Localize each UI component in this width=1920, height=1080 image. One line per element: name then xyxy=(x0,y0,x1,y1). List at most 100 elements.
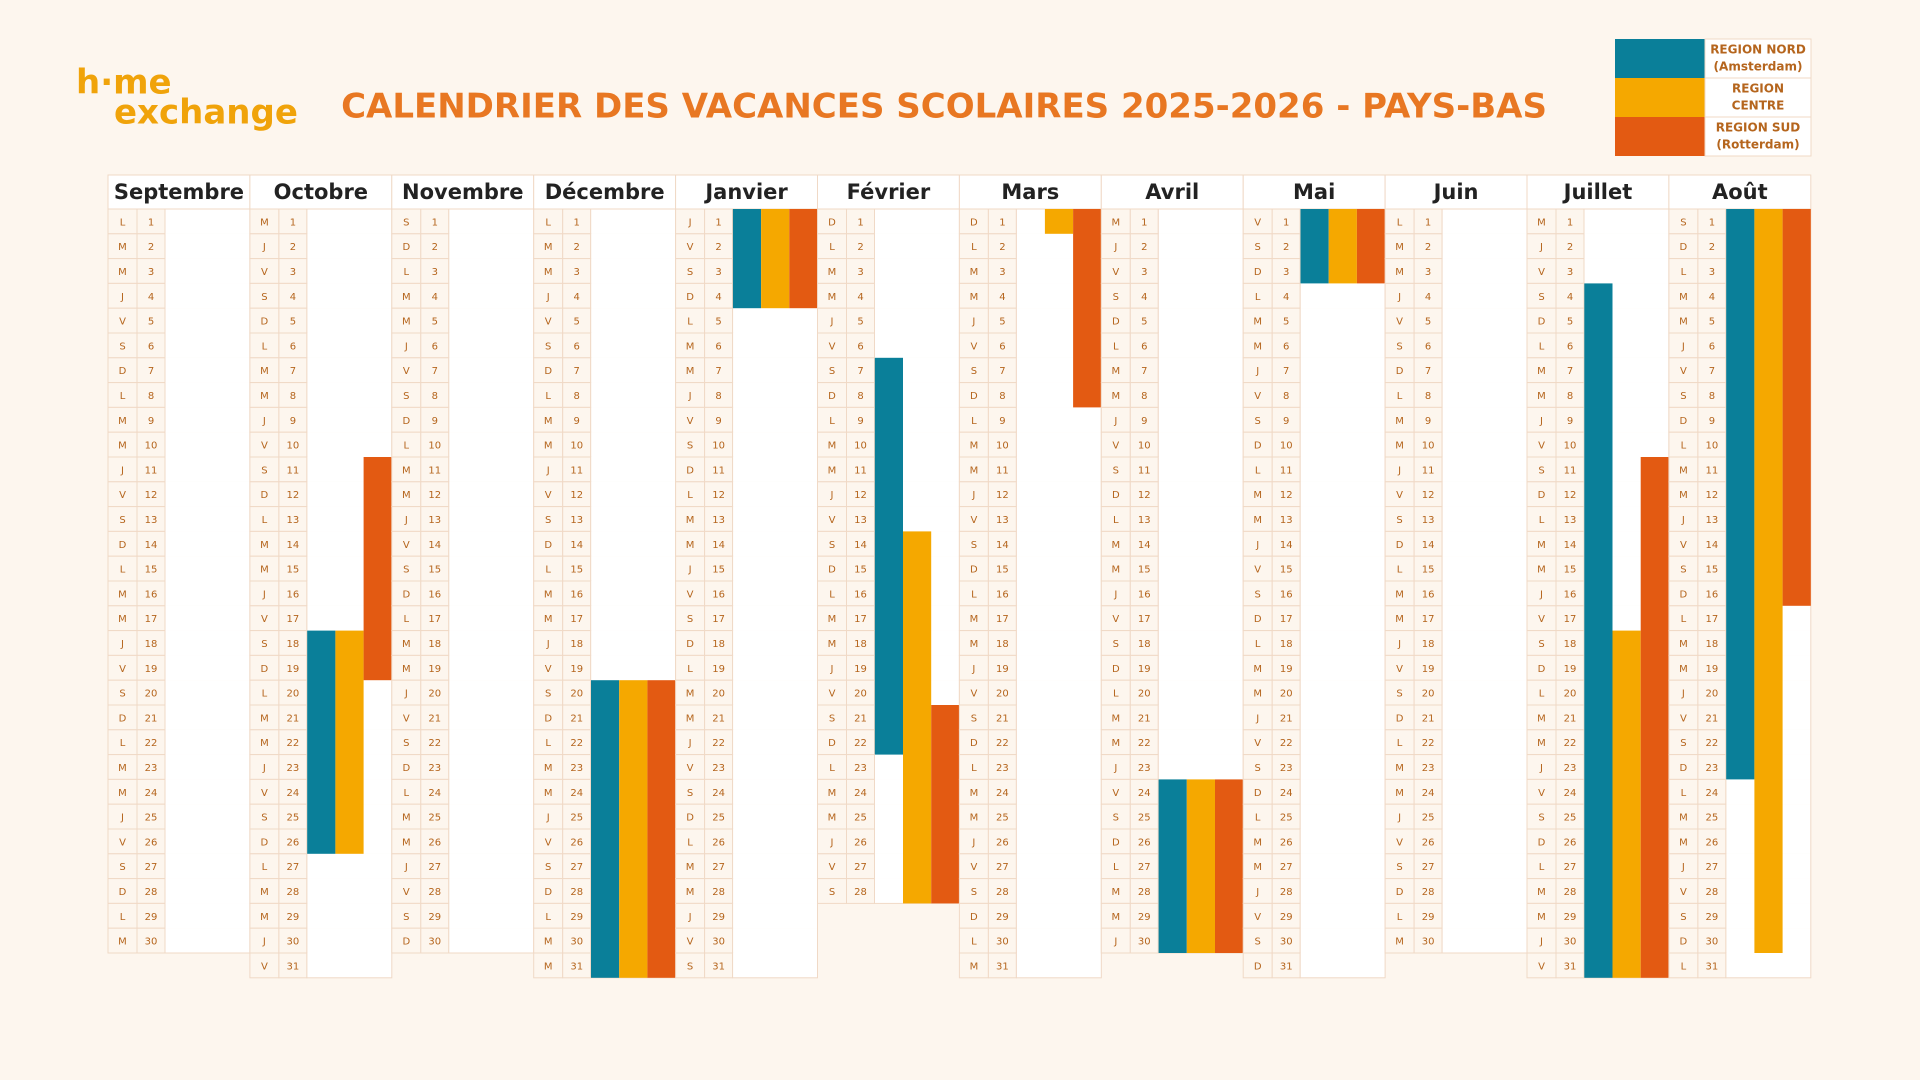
weekday-letter: V xyxy=(1112,614,1119,625)
weekday-letter: L xyxy=(687,837,693,848)
weekday-letter: S xyxy=(1538,639,1544,650)
blank-cell xyxy=(448,829,534,854)
blank-cell xyxy=(732,308,818,333)
weekday-letter: M xyxy=(1679,490,1688,501)
blank-cell xyxy=(732,357,818,383)
day-cell xyxy=(846,506,875,532)
day-cell xyxy=(1697,778,1727,805)
blank-cell xyxy=(1158,457,1244,482)
weekday-letter: D xyxy=(1254,614,1262,625)
weekday-cell xyxy=(1384,828,1415,855)
day-number: 5 xyxy=(1567,317,1573,328)
weekday-letter: L xyxy=(1113,515,1119,526)
weekday-cell xyxy=(675,729,706,756)
day-cell xyxy=(562,406,592,433)
weekday-letter: J xyxy=(262,242,266,253)
blank-cell xyxy=(1300,903,1386,929)
weekday-letter: L xyxy=(404,788,410,799)
weekday-letter: S xyxy=(829,366,835,377)
vacation-bar xyxy=(903,531,932,904)
weekday-cell xyxy=(1242,679,1273,706)
day-number: 15 xyxy=(1706,565,1719,576)
day-number: 7 xyxy=(1709,366,1715,377)
day-number: 19 xyxy=(712,664,725,675)
day-cell xyxy=(987,357,1017,384)
weekday-letter: S xyxy=(687,788,693,799)
weekday-cell xyxy=(391,555,422,582)
weekday-letter: M xyxy=(402,465,411,476)
month-header xyxy=(1668,174,1812,210)
day-cell xyxy=(136,803,166,830)
day-number: 5 xyxy=(574,317,580,328)
day-number: 7 xyxy=(857,366,863,377)
weekday-letter: D xyxy=(1680,242,1688,253)
weekday-letter: L xyxy=(1539,862,1545,873)
day-number: 2 xyxy=(290,242,296,253)
weekday-letter: V xyxy=(1396,837,1403,848)
weekday-letter: L xyxy=(1681,788,1687,799)
day-number: 1 xyxy=(1567,217,1573,228)
day-number: 26 xyxy=(570,837,583,848)
day-cell xyxy=(420,927,450,954)
blank-cell xyxy=(1442,779,1527,805)
weekday-letter: M xyxy=(118,788,127,799)
day-cell xyxy=(136,481,166,508)
day-number: 28 xyxy=(1280,887,1293,898)
weekday-cell xyxy=(1526,754,1557,780)
day-number: 5 xyxy=(857,317,863,328)
weekday-letter: V xyxy=(261,614,268,625)
weekday-letter: S xyxy=(1680,565,1686,576)
blank-cell xyxy=(448,754,534,780)
day-cell xyxy=(1555,828,1585,855)
day-number: 9 xyxy=(715,416,721,427)
weekday-cell xyxy=(1668,803,1699,830)
weekday-cell xyxy=(675,580,706,607)
weekday-letter: V xyxy=(1680,887,1687,898)
weekday-letter: D xyxy=(402,416,410,427)
day-number: 22 xyxy=(1706,738,1719,749)
weekday-letter: L xyxy=(687,490,693,501)
blank-cell xyxy=(732,457,818,482)
day-cell xyxy=(846,654,875,681)
blank-cell xyxy=(1584,209,1669,234)
blank-cell xyxy=(306,209,392,234)
weekday-cell xyxy=(1668,679,1699,706)
weekday-letter: L xyxy=(1113,689,1119,700)
weekday-cell xyxy=(817,506,847,532)
blank-cell xyxy=(1442,258,1527,284)
weekday-letter: L xyxy=(1397,738,1403,749)
blank-cell xyxy=(1300,283,1386,309)
blank-cell xyxy=(1300,556,1386,581)
blank-cell xyxy=(732,804,818,829)
day-cell xyxy=(1413,481,1443,508)
weekday-cell xyxy=(249,357,280,384)
weekday-letter: M xyxy=(970,465,979,476)
weekday-cell xyxy=(533,853,564,880)
vacation-bar xyxy=(1640,457,1669,978)
weekday-letter: M xyxy=(118,614,127,625)
weekday-cell xyxy=(1526,952,1557,979)
weekday-letter: V xyxy=(829,341,836,352)
blank-cell xyxy=(1442,333,1527,358)
weekday-letter: S xyxy=(1680,217,1686,228)
day-number: 30 xyxy=(287,937,300,948)
weekday-letter: J xyxy=(1113,416,1117,427)
weekday-cell xyxy=(675,754,706,780)
day-number: 11 xyxy=(1422,465,1435,476)
weekday-letter: M xyxy=(402,639,411,650)
day-number: 27 xyxy=(145,862,158,873)
blank-cell xyxy=(1016,853,1102,879)
weekday-letter: L xyxy=(404,441,410,452)
weekday-letter: V xyxy=(545,490,552,501)
blank-cell xyxy=(590,481,676,507)
day-number: 9 xyxy=(432,416,438,427)
blank-cell xyxy=(732,333,818,358)
day-number: 18 xyxy=(1564,639,1577,650)
weekday-letter: J xyxy=(546,639,550,650)
day-number: 25 xyxy=(1564,813,1577,824)
day-number: 28 xyxy=(996,887,1009,898)
day-number: 28 xyxy=(145,887,158,898)
blank-cell xyxy=(306,308,392,333)
day-number: 12 xyxy=(996,490,1009,501)
blank-cell xyxy=(448,729,534,755)
